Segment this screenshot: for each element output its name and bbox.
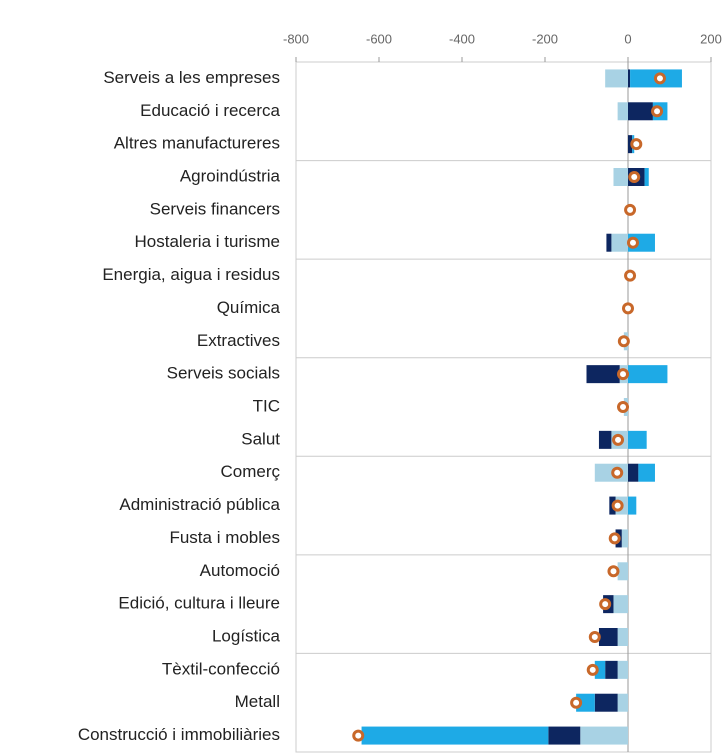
total-marker [617,368,630,381]
x-tick-label: 200 [700,31,722,46]
category-label: Administració pública [119,495,280,514]
bar-segment [628,463,639,482]
total-marker [352,729,365,742]
total-marker [624,269,637,282]
category-label: Tèxtil-confecció [162,659,280,678]
bar-segment [361,726,549,745]
x-tick-label: -800 [283,31,309,46]
bar-segment [638,463,655,482]
total-marker [586,663,599,676]
category-label: Construcció i immobiliàries [78,725,280,744]
plot-frame [295,61,712,753]
bar-segment [628,365,668,384]
bar-segment [613,595,628,614]
category-label: Serveis socials [167,364,280,383]
category-label: Hostaleria i turisme [135,232,281,251]
category-label: Energia, aigua i residus [102,265,280,284]
category-label: Automoció [200,561,280,580]
bar-segment [628,430,647,449]
x-tick-label: -400 [449,31,475,46]
x-tick-label: -200 [532,31,558,46]
bar-segment [628,102,653,121]
total-marker [599,598,612,611]
bar-segment [605,660,618,679]
bar-segment [594,693,618,712]
total-marker [617,335,630,348]
category-label: Logística [212,626,281,645]
bar-segment [580,726,628,745]
category-label: Serveis a les empreses [103,68,280,87]
category-label: Metall [235,692,280,711]
bar-segment [598,430,612,449]
bar-segment [611,233,628,252]
category-label: Altres manufactureres [114,134,280,153]
total-marker [630,138,643,151]
bar-segment [628,135,633,154]
bar-segment [617,660,628,679]
bar-segment [594,660,606,679]
total-marker [626,236,639,249]
total-marker [617,401,630,413]
total-marker [622,302,634,315]
total-marker [651,105,664,118]
total-marker [570,696,583,709]
bar-segment [548,726,581,745]
category-label: Educació i recerca [140,101,280,120]
total-marker [628,171,641,183]
bar-segment [598,628,618,646]
bar-segment [617,562,628,581]
bar-segment [613,168,628,186]
bar-segment [576,693,595,712]
total-marker [624,203,637,216]
category-label: Serveis financers [150,199,280,218]
category-label: Extractives [197,331,280,350]
bar-segment [644,168,649,186]
bar-segment [586,365,620,384]
bar-segment [617,628,628,646]
category-label: Edició, cultura i lleure [118,594,280,613]
x-tick-label: -600 [366,31,392,46]
bar-segment [617,693,628,712]
total-marker [607,565,620,578]
total-marker [612,433,625,446]
bar-segment [621,529,628,548]
category-label: Salut [241,429,280,448]
total-marker [653,72,666,85]
bar-segment [617,102,628,121]
category-label: Agroindústria [180,166,281,185]
bar-segment [606,233,612,252]
total-marker [588,631,601,643]
category-label: Comerç [220,462,280,481]
category-label: TIC [253,396,280,415]
bar-segment [628,496,637,515]
total-marker [611,499,624,512]
total-marker [611,466,624,479]
bar-segment [628,69,631,88]
category-label: Química [217,298,281,317]
x-tick-label: 0 [624,31,631,46]
total-marker [608,532,621,545]
category-label: Fusta i mobles [169,528,280,547]
bar-segment [605,69,628,88]
